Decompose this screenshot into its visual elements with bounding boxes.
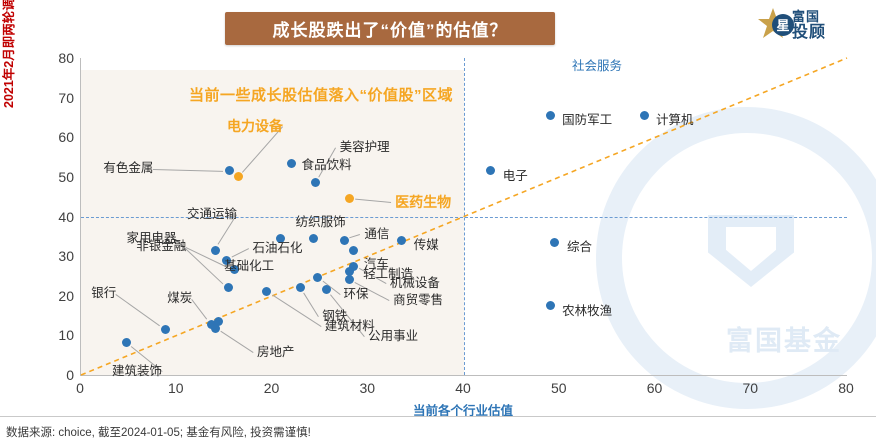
- x-tick-70: 70: [742, 380, 759, 396]
- point-label-汽车: 汽车: [363, 257, 389, 272]
- logo-line-1: 富国: [792, 8, 821, 24]
- point-label-建筑装饰: 建筑装饰: [112, 363, 163, 378]
- point-label-电子: 电子: [502, 168, 528, 183]
- svg-text:星: 星: [776, 18, 789, 33]
- point-label-有色金属: 有色金属: [103, 160, 154, 175]
- page-title-bar: 成长股跌出了“价值”的估值？: [225, 12, 555, 45]
- data-point[interactable]: [550, 237, 560, 247]
- data-point[interactable]: [321, 285, 331, 295]
- x-tick-20: 20: [263, 380, 280, 396]
- y-tick-70: 70: [58, 89, 74, 106]
- x-tick-0: 0: [76, 380, 84, 396]
- point-label-传媒: 传媒: [413, 238, 439, 253]
- horizontal-40: [81, 216, 847, 218]
- data-point[interactable]: [210, 245, 220, 255]
- point-label-通信: 通信: [364, 227, 390, 242]
- y-tick-60: 60: [58, 129, 74, 146]
- point-label-美容护理: 美容护理: [339, 139, 390, 154]
- x-tick-10: 10: [167, 380, 184, 396]
- data-point[interactable]: [223, 283, 233, 293]
- point-label-医药生物: 医药生物: [395, 193, 452, 210]
- x-axis-tick-labels: 0 10 20 30 40 50 60 70 80: [76, 380, 854, 400]
- data-point[interactable]: [639, 110, 649, 120]
- chart-annotation: 当前一些成长股估值落入“价值股”区域: [189, 87, 454, 104]
- data-point[interactable]: [486, 166, 496, 176]
- data-point[interactable]: [234, 172, 244, 182]
- y-tick-50: 50: [58, 168, 74, 185]
- data-point[interactable]: [160, 324, 170, 334]
- data-point[interactable]: [295, 283, 305, 293]
- y-tick-10: 10: [58, 327, 74, 344]
- data-point[interactable]: [311, 178, 321, 188]
- y-tick-0: 0: [66, 367, 74, 383]
- data-point[interactable]: [349, 245, 359, 255]
- brand-logo: 星 富国 投顾: [758, 4, 868, 46]
- point-label-农林牧渔: 农林牧渔: [562, 303, 613, 318]
- point-label-煤炭: 煤炭: [167, 291, 193, 306]
- x-tick-40: 40: [455, 380, 471, 396]
- y-tick-40: 40: [58, 208, 74, 225]
- data-point[interactable]: [349, 261, 359, 271]
- value-stock-zone: [81, 69, 464, 375]
- point-label-国防军工: 国防军工: [562, 113, 613, 128]
- y-tick-30: 30: [58, 248, 74, 265]
- y-axis-tick-labels: 0 10 20 30 40 50 60 70 80: [0, 50, 74, 383]
- x-tick-80: 80: [838, 380, 854, 396]
- point-label-钢铁: 钢铁: [322, 308, 348, 323]
- star-icon: 星: [758, 6, 798, 44]
- point-label-机械设备: 机械设备: [389, 276, 440, 291]
- y-tick-20: 20: [58, 287, 74, 304]
- data-point[interactable]: [545, 301, 555, 311]
- data-point[interactable]: [397, 235, 407, 245]
- x-tick-50: 50: [550, 380, 567, 396]
- data-point[interactable]: [275, 233, 285, 243]
- data-point[interactable]: [344, 194, 354, 204]
- data-point[interactable]: [214, 317, 224, 327]
- point-label-基础化工: 基础化工: [224, 259, 275, 274]
- data-point[interactable]: [210, 323, 220, 333]
- point-label-建筑材料: 建筑材料: [324, 318, 375, 333]
- data-point[interactable]: [222, 255, 232, 265]
- point-label-家用电器: 家用电器: [126, 230, 177, 245]
- x-tick-30: 30: [359, 380, 376, 396]
- data-point[interactable]: [344, 267, 354, 277]
- logo-wordmark: 富国 投顾: [792, 10, 826, 41]
- data-source-note: 数据来源: choice, 截至2024-01-05; 基金有风险, 投资需谨慎…: [6, 427, 311, 439]
- point-label-社会服务: 社会服务: [572, 58, 623, 73]
- plot-area: 有色金属 电力设备食品饮料 美容护理医药生物基础化工 纺织服饰通信汽车 传媒机械设备 轻工…: [80, 57, 848, 378]
- page-title: 成长股跌出了“价值”的估值？: [272, 21, 508, 40]
- point-label-交通运输: 交通运输: [187, 207, 238, 222]
- point-label-食品饮料: 食品饮料: [301, 158, 352, 172]
- footer-divider: [0, 416, 876, 417]
- data-point[interactable]: [545, 110, 555, 120]
- point-label-环保: 环保: [343, 286, 369, 301]
- point-label-银行: 银行: [91, 286, 117, 301]
- data-point[interactable]: [229, 265, 239, 275]
- data-point[interactable]: [224, 166, 234, 176]
- x-axis-title: 当前各个行业估值: [412, 404, 513, 418]
- point-label-纺织服饰: 纺织服饰: [295, 215, 346, 230]
- point-label-轻工制造: 轻工制造: [363, 266, 414, 281]
- data-point[interactable]: [339, 235, 349, 245]
- scatter-chart: 2021年2月即两轮调整前各行业估值 0 10 20 30 40 50 60 70 80 0 10…: [0, 0, 876, 418]
- data-point[interactable]: [287, 158, 297, 168]
- data-point[interactable]: [206, 319, 216, 329]
- point-label-电力设备: 电力设备: [226, 117, 283, 134]
- point-label-综合: 综合: [566, 240, 592, 255]
- data-point[interactable]: [309, 233, 319, 243]
- x-tick-60: 60: [646, 380, 663, 396]
- logo-line-2: 投顾: [792, 23, 827, 41]
- point-label-房地产: 房地产: [257, 345, 295, 360]
- data-point[interactable]: [313, 273, 322, 283]
- data-point[interactable]: [344, 275, 354, 285]
- data-point[interactable]: [262, 287, 272, 297]
- point-label-商贸零售: 商贸零售: [393, 292, 444, 307]
- point-label-非银金融: 非银金融: [136, 238, 187, 253]
- point-label-计算机: 计算机: [656, 113, 694, 128]
- y-tick-80: 80: [58, 50, 74, 66]
- data-point[interactable]: [121, 338, 131, 347]
- point-label-石油石化: 石油石化: [252, 241, 303, 256]
- point-label-公用事业: 公用事业: [368, 328, 419, 343]
